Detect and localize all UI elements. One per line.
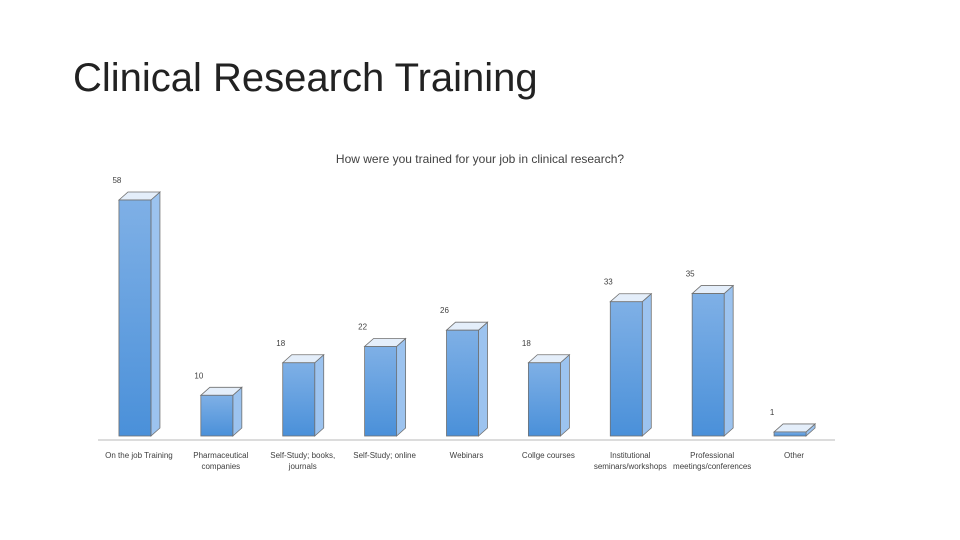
- chart-title: How were you trained for your job in cli…: [335, 152, 625, 166]
- category-label-9: Other: [784, 451, 804, 460]
- bar-side-5: [478, 321, 488, 437]
- category-label-1: On the job Training: [105, 451, 173, 460]
- category-label-2: Pharmaceutical companies: [193, 451, 248, 471]
- bar-front-4: [364, 346, 398, 437]
- bar-7: [609, 292, 653, 437]
- bar-front-5: [446, 329, 479, 437]
- value-label-9: 1: [770, 408, 775, 417]
- bar-5: [445, 321, 489, 437]
- bar-front-8: [691, 293, 725, 437]
- bar-6: [527, 353, 571, 437]
- bar-2: [199, 386, 243, 437]
- value-label-2: 10: [194, 371, 203, 380]
- category-label-5: Webinars: [450, 451, 484, 460]
- value-label-5: 26: [440, 306, 449, 315]
- bar-1: [117, 191, 161, 437]
- bar-front-2: [200, 394, 234, 437]
- bar-8: [691, 284, 735, 437]
- slide-title: Clinical Research Training: [73, 56, 538, 100]
- bar-side-8: [723, 284, 734, 437]
- bar-front-7: [609, 301, 643, 437]
- bar-front-6: [527, 362, 561, 437]
- value-label-4: 22: [358, 322, 367, 331]
- value-label-7: 33: [604, 278, 613, 287]
- bar-front-9: [773, 431, 807, 437]
- value-label-6: 18: [522, 339, 531, 348]
- bar-front-1: [118, 199, 152, 437]
- value-label-8: 35: [686, 270, 695, 279]
- value-label-3: 18: [276, 339, 285, 348]
- value-label-1: 58: [112, 176, 121, 185]
- category-label-3: Self-Study; books, journals: [270, 451, 335, 471]
- category-label-8: Professional meetings/conferences: [673, 451, 751, 471]
- category-label-6: Collge courses: [522, 451, 575, 460]
- category-label-7: Institutional seminars/workshops: [594, 451, 667, 471]
- bar-side-4: [396, 337, 407, 437]
- bar-3: [281, 353, 325, 437]
- bar-9: [773, 423, 817, 437]
- bar-side-7: [641, 292, 652, 437]
- bar-side-3: [314, 353, 325, 437]
- bar-4: [363, 337, 407, 437]
- bar-side-1: [150, 191, 161, 437]
- bar-side-6: [559, 353, 570, 437]
- bar-front-3: [282, 362, 316, 437]
- category-label-4: Self-Study; online: [353, 451, 416, 460]
